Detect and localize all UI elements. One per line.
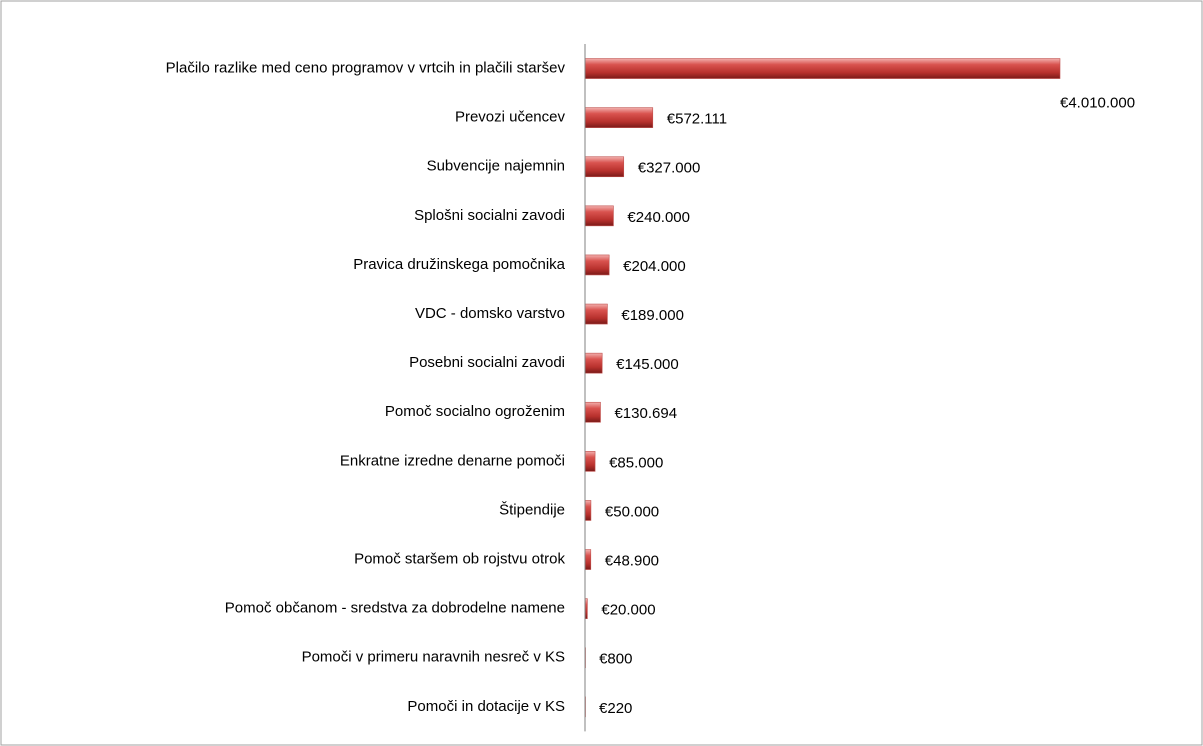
- bar: [584, 107, 654, 128]
- bar: [584, 303, 608, 325]
- category-label: Prevozi učencev: [455, 109, 566, 126]
- category-label: VDC - domsko varstvo: [415, 305, 565, 322]
- category-label: Splošni socialni zavodi: [414, 207, 565, 224]
- category-label: Pomoč staršem ob rojstvu otrok: [354, 551, 565, 568]
- bar: [584, 352, 603, 374]
- category-label: Posebni socialni zavodi: [409, 354, 565, 371]
- category-label: Pomoči in dotacije v KS: [407, 698, 565, 715]
- bar: [584, 205, 614, 227]
- value-label: €4.010.000: [1060, 95, 1135, 112]
- value-label: €240.000: [627, 209, 690, 226]
- value-label: €220: [599, 700, 632, 717]
- bar: [584, 254, 610, 276]
- category-label: Pomoči v primeru naravnih nesreč v KS: [302, 649, 565, 666]
- category-label: Pomoč občanom - sredstva za dobrodelne n…: [225, 600, 565, 617]
- value-label: €189.000: [621, 307, 684, 324]
- category-label: Pomoč socialno ogroženim: [385, 403, 565, 420]
- value-label: €204.000: [623, 258, 686, 275]
- category-label: Enkratne izredne denarne pomoči: [340, 452, 565, 469]
- category-label: Štipendije: [499, 501, 565, 518]
- category-label: Pravica družinskega pomočnika: [353, 256, 565, 273]
- value-label: €85.000: [609, 454, 663, 471]
- bar: [584, 500, 592, 521]
- value-label: €800: [599, 651, 632, 668]
- bar: [584, 451, 596, 472]
- value-label: €130.694: [614, 405, 677, 422]
- category-label: Subvencije najemnin: [427, 158, 565, 175]
- category-label: Plačilo razlike med ceno programov v vrt…: [166, 60, 566, 77]
- value-label: €48.900: [605, 553, 659, 570]
- bar: [584, 401, 601, 423]
- value-label: €145.000: [616, 356, 679, 373]
- value-label: €50.000: [605, 503, 659, 520]
- bar: [584, 58, 1061, 79]
- bar: [584, 156, 625, 178]
- value-label: €327.000: [638, 160, 701, 177]
- value-label: €20.000: [601, 602, 655, 619]
- bar: [584, 549, 592, 570]
- value-label: €572.111: [667, 111, 727, 128]
